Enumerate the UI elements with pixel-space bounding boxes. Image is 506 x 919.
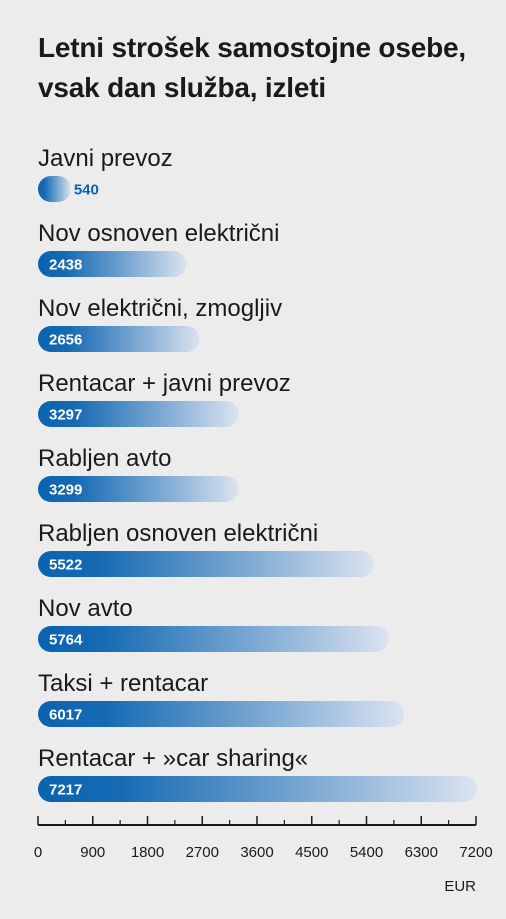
bar-group: Rentacar + javni prevoz 3297 xyxy=(38,370,291,427)
bar xyxy=(38,776,478,802)
category-label: Nov električni, zmogljiv xyxy=(38,295,282,322)
bar-group: Rabljen avto 3299 xyxy=(38,445,239,502)
bar-group: Rentacar + »car sharing« 7217 xyxy=(38,745,478,802)
tick-label: 900 xyxy=(80,844,105,861)
value-label: 3299 xyxy=(49,482,82,499)
value-label: 3297 xyxy=(49,407,82,424)
bar-group: Nov avto 5764 xyxy=(38,595,389,652)
tick-label: 7200 xyxy=(459,844,492,861)
bar-group: Rabljen osnoven električni 5522 xyxy=(38,520,374,577)
bar-group: Nov električni, zmogljiv 2656 xyxy=(38,295,282,352)
category-label: Rabljen osnoven električni xyxy=(38,520,318,547)
value-label: 2656 xyxy=(49,332,82,349)
bar xyxy=(38,251,187,277)
bar xyxy=(38,326,200,352)
category-label: Rentacar + »car sharing« xyxy=(38,745,308,772)
axis-unit-label: EUR xyxy=(444,878,476,895)
tick-label: 0 xyxy=(34,844,42,861)
category-label: Rabljen avto xyxy=(38,445,171,472)
tick-label: 3600 xyxy=(240,844,273,861)
bar-group: Javni prevoz 540 xyxy=(38,145,173,202)
bar xyxy=(38,176,71,202)
value-label: 6017 xyxy=(49,707,82,724)
tick-label: 6300 xyxy=(405,844,438,861)
bar xyxy=(38,476,239,502)
tick-label: 1800 xyxy=(131,844,164,861)
value-label: 7217 xyxy=(49,782,82,799)
bar xyxy=(38,551,374,577)
bar xyxy=(38,626,389,652)
value-label: 540 xyxy=(74,182,99,199)
category-label: Javni prevoz xyxy=(38,145,173,172)
chart-title: Letni strošek samostojne osebe, vsak dan… xyxy=(38,32,466,103)
bar-group: Taksi + rentacar 6017 xyxy=(38,670,405,727)
category-label: Taksi + rentacar xyxy=(38,670,208,697)
bar xyxy=(38,701,405,727)
bar-group: Nov osnoven električni 2438 xyxy=(38,220,279,277)
tick-label: 4500 xyxy=(295,844,328,861)
x-axis: 0 900 1800 2700 3600 4500 5400 6300 7200 EUR xyxy=(34,816,493,895)
tick-label: 5400 xyxy=(350,844,383,861)
tick-label: 2700 xyxy=(186,844,219,861)
category-label: Rentacar + javni prevoz xyxy=(38,370,291,397)
bars-layer: Javni prevoz 540 Nov osnoven električni 243… xyxy=(38,145,478,802)
category-label: Nov avto xyxy=(38,595,133,622)
value-label: 5522 xyxy=(49,557,82,574)
category-label: Nov osnoven električni xyxy=(38,220,279,247)
bar xyxy=(38,401,239,427)
value-label: 5764 xyxy=(49,632,83,649)
value-label: 2438 xyxy=(49,257,82,274)
